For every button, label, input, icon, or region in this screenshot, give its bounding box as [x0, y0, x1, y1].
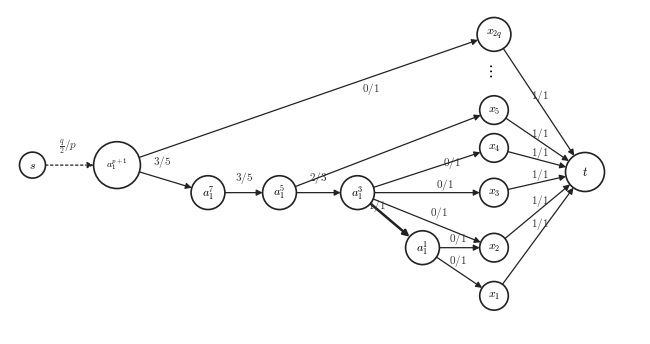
Ellipse shape: [480, 96, 508, 125]
Text: $0/1$: $0/1$: [430, 205, 448, 221]
Text: $1/1$: $1/1$: [530, 126, 549, 142]
Text: $3/5$: $3/5$: [235, 170, 253, 186]
Text: $0/1$: $0/1$: [449, 231, 467, 247]
Text: $x_5$: $x_5$: [488, 104, 500, 117]
Text: $x_1$: $x_1$: [488, 289, 500, 302]
Text: $1/1$: $1/1$: [530, 145, 549, 161]
Text: $\cdots$: $\cdots$: [483, 64, 499, 79]
Text: $0/1$: $0/1$: [436, 177, 454, 193]
Ellipse shape: [406, 231, 439, 265]
Ellipse shape: [477, 18, 511, 51]
Text: $x_3$: $x_3$: [488, 186, 500, 199]
Text: $a_1^3$: $a_1^3$: [351, 184, 364, 202]
Text: $x_4$: $x_4$: [488, 141, 500, 154]
Text: $0/1$: $0/1$: [449, 254, 467, 269]
Ellipse shape: [191, 176, 225, 209]
Text: $a_1^7$: $a_1^7$: [202, 184, 214, 202]
Ellipse shape: [480, 281, 508, 310]
Ellipse shape: [263, 176, 296, 209]
Text: $\frac{q}{2}/p$: $\frac{q}{2}/p$: [59, 137, 77, 155]
Text: $0/1$: $0/1$: [361, 82, 380, 97]
Text: $a_1^5$: $a_1^5$: [273, 183, 286, 202]
Text: $3/5$: $3/5$: [153, 154, 172, 170]
Text: $2/3$: $2/3$: [309, 170, 328, 186]
Text: $t$: $t$: [582, 165, 588, 179]
Ellipse shape: [480, 133, 508, 162]
Text: $s$: $s$: [29, 159, 36, 172]
Text: $1/1$: $1/1$: [530, 216, 549, 232]
Text: $1/1$: $1/1$: [530, 167, 549, 183]
Text: $a_1^{p+1}$: $a_1^{p+1}$: [106, 157, 128, 173]
Ellipse shape: [480, 178, 508, 207]
Text: $a_1^1$: $a_1^1$: [416, 239, 429, 257]
Text: $x_{2q}$: $x_{2q}$: [486, 28, 502, 41]
Text: $1/1$: $1/1$: [530, 88, 549, 104]
Ellipse shape: [20, 152, 46, 178]
Text: $1/1$: $1/1$: [530, 193, 549, 209]
Ellipse shape: [94, 142, 140, 189]
Ellipse shape: [566, 152, 604, 192]
Text: $0/1$: $0/1$: [443, 155, 461, 171]
Text: $1/1$: $1/1$: [368, 198, 386, 214]
Text: $x_2$: $x_2$: [488, 241, 500, 254]
Ellipse shape: [341, 176, 374, 209]
Ellipse shape: [480, 233, 508, 262]
